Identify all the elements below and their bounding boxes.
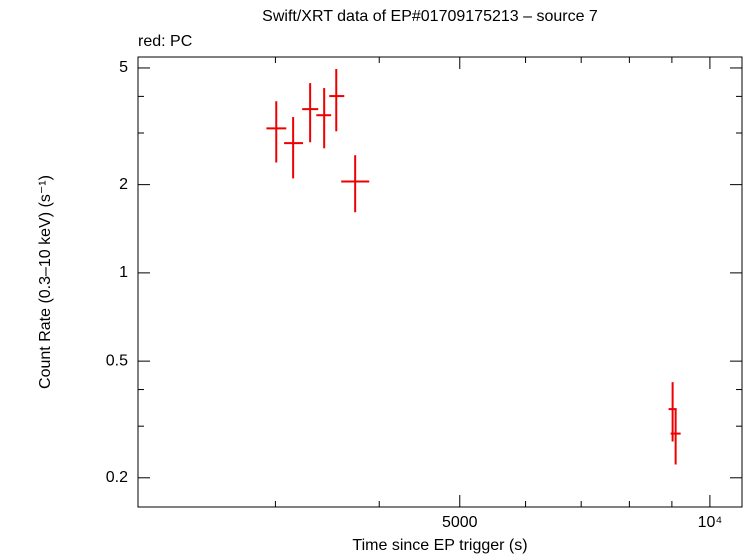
y-tick-label: 0.2 [106,469,128,486]
y-tick-label: 5 [119,59,128,76]
y-tick-label: 0.5 [106,352,128,369]
subtitle: red: PC [138,33,192,50]
x-axis-label: Time since EP trigger (s) [352,537,527,554]
y-axis-label: Count Rate (0.3–10 keV) (s⁻¹) [37,175,54,389]
plot-frame [137,56,743,508]
y-tick-label: 2 [119,176,128,193]
x-tick-label: 10⁴ [698,514,723,531]
x-tick-label: 5000 [442,514,478,531]
chart-title: Swift/XRT data of EP#01709175213 – sourc… [262,8,598,25]
y-tick-label: 1 [119,264,128,281]
